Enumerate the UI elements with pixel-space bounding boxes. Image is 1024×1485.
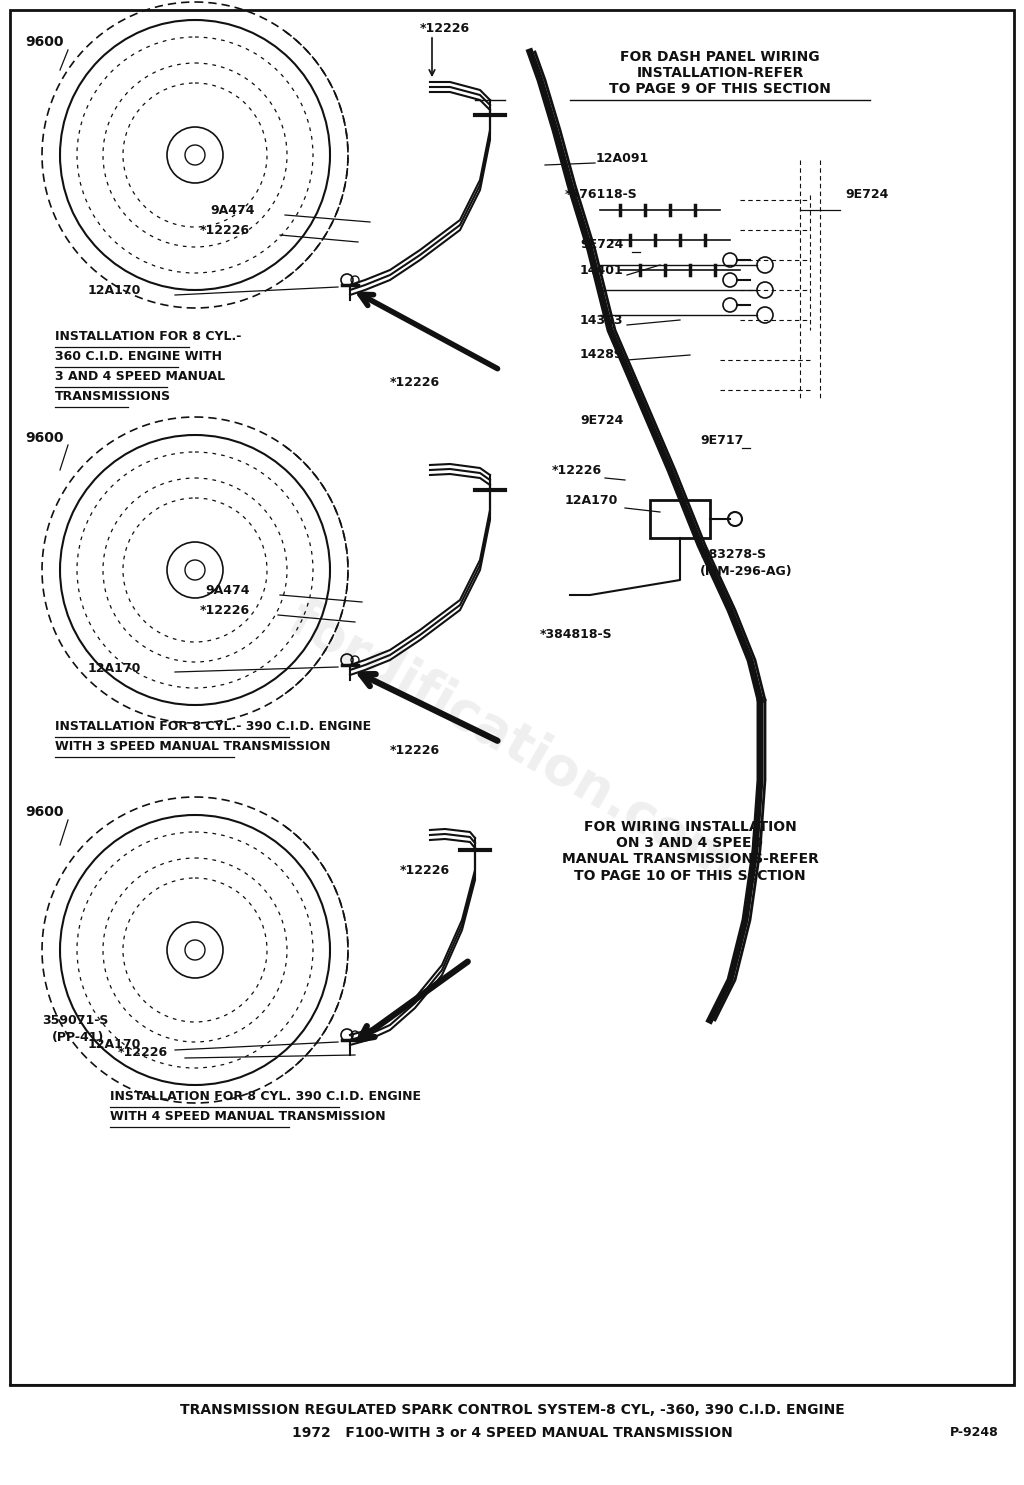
Bar — [650, 500, 710, 538]
Text: *12226: *12226 — [400, 863, 451, 876]
Text: 12A091: 12A091 — [596, 151, 649, 165]
Text: *12226: *12226 — [420, 22, 470, 36]
Text: 14289: 14289 — [580, 349, 624, 361]
Text: INSTALLATION FOR 8 CYL.-: INSTALLATION FOR 8 CYL.- — [55, 330, 242, 343]
Text: TRANSMISSIONS: TRANSMISSIONS — [55, 391, 171, 402]
Text: *12226: *12226 — [390, 744, 440, 756]
Text: 9E717: 9E717 — [700, 434, 743, 447]
Text: *12226: *12226 — [390, 376, 440, 389]
Text: FOR DASH PANEL WIRING
INSTALLATION-REFER
TO PAGE 9 OF THIS SECTION: FOR DASH PANEL WIRING INSTALLATION-REFER… — [609, 50, 830, 97]
Text: INSTALLATION FOR 8 CYL.- 390 C.I.D. ENGINE: INSTALLATION FOR 8 CYL.- 390 C.I.D. ENGI… — [55, 720, 371, 734]
Text: 12A170: 12A170 — [88, 661, 141, 674]
Text: 9A474: 9A474 — [210, 203, 255, 217]
Text: *12226: *12226 — [200, 224, 250, 236]
Text: WITH 3 SPEED MANUAL TRANSMISSION: WITH 3 SPEED MANUAL TRANSMISSION — [55, 740, 331, 753]
Text: *376118-S: *376118-S — [565, 189, 638, 202]
Text: 360 C.I.D. ENGINE WITH: 360 C.I.D. ENGINE WITH — [55, 350, 222, 362]
Text: 14401: 14401 — [580, 263, 624, 276]
Text: 9A474: 9A474 — [205, 584, 250, 597]
Text: 12A170: 12A170 — [88, 1038, 141, 1051]
Text: 9E724: 9E724 — [845, 189, 889, 202]
Text: 383278-S: 383278-S — [700, 548, 766, 561]
Text: 9E724: 9E724 — [580, 413, 624, 426]
Text: 9600: 9600 — [25, 431, 63, 446]
Text: (MM-296-AG): (MM-296-AG) — [700, 566, 793, 579]
Text: *12226: *12226 — [118, 1045, 168, 1059]
Text: FOR WIRING INSTALLATION
ON 3 AND 4 SPEED
MANUAL TRANSMISSIONS-REFER
TO PAGE 10 O: FOR WIRING INSTALLATION ON 3 AND 4 SPEED… — [561, 820, 818, 882]
Text: *12226: *12226 — [200, 603, 250, 616]
Text: 12A170: 12A170 — [88, 284, 141, 297]
Text: 12A170: 12A170 — [565, 493, 618, 506]
Text: 9600: 9600 — [25, 805, 63, 820]
Text: *12226: *12226 — [552, 463, 602, 477]
Text: fordification.com: fordification.com — [279, 593, 745, 891]
Text: 9E724: 9E724 — [580, 239, 624, 251]
Text: (PP-41): (PP-41) — [52, 1032, 104, 1044]
Text: WITH 4 SPEED MANUAL TRANSMISSION: WITH 4 SPEED MANUAL TRANSMISSION — [110, 1109, 386, 1123]
Text: 1972   F100-WITH 3 or 4 SPEED MANUAL TRANSMISSION: 1972 F100-WITH 3 or 4 SPEED MANUAL TRANS… — [292, 1426, 732, 1440]
Text: 9600: 9600 — [25, 36, 63, 49]
Text: 359071-S: 359071-S — [42, 1013, 109, 1026]
Text: 3 AND 4 SPEED MANUAL: 3 AND 4 SPEED MANUAL — [55, 370, 225, 383]
Text: *384818-S: *384818-S — [540, 628, 612, 642]
Text: INSTALLATION FOR 8 CYL. 390 C.I.D. ENGINE: INSTALLATION FOR 8 CYL. 390 C.I.D. ENGIN… — [110, 1090, 421, 1103]
Text: P-9248: P-9248 — [950, 1427, 999, 1439]
Text: 14303: 14303 — [580, 313, 624, 327]
Text: TRANSMISSION REGULATED SPARK CONTROL SYSTEM-8 CYL, -360, 390 C.I.D. ENGINE: TRANSMISSION REGULATED SPARK CONTROL SYS… — [179, 1403, 845, 1417]
